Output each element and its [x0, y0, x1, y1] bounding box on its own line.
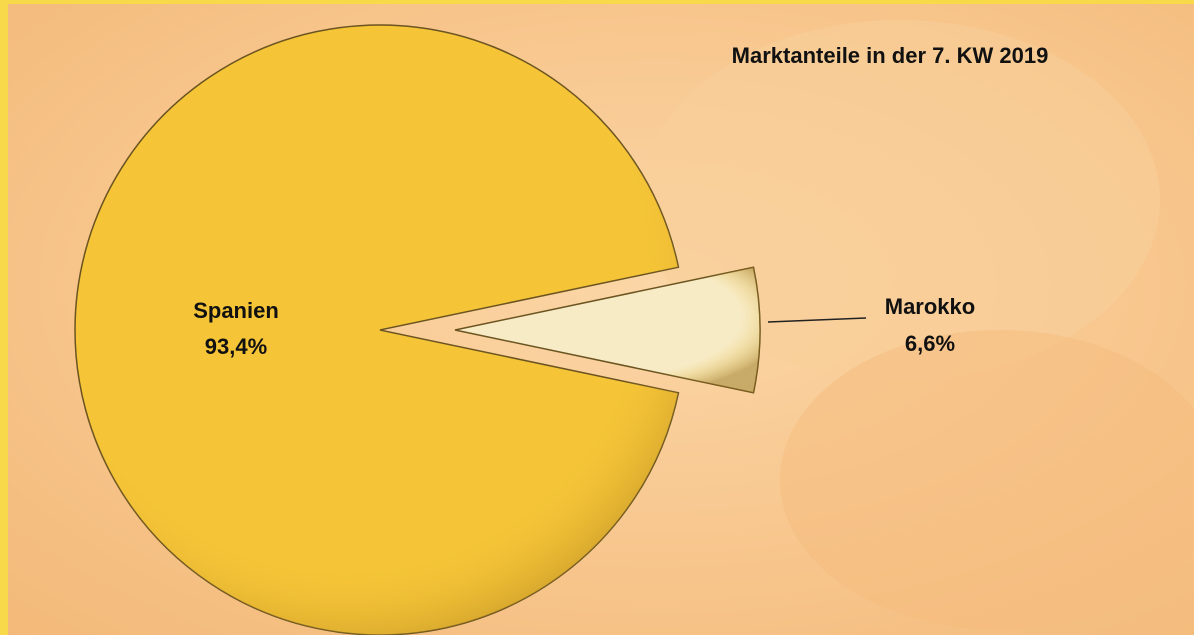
slice-label: Marokko — [885, 294, 975, 319]
chart-title: Marktanteile in der 7. KW 2019 — [732, 43, 1049, 68]
left-border — [0, 0, 8, 635]
value-label: 93,4% — [205, 334, 267, 359]
value-label: 6,6% — [905, 331, 955, 356]
top-border — [0, 0, 1194, 4]
slice-label: Spanien — [193, 298, 279, 323]
chart: Marktanteile in der 7. KW 2019 Spanien 93… — [0, 0, 1194, 635]
